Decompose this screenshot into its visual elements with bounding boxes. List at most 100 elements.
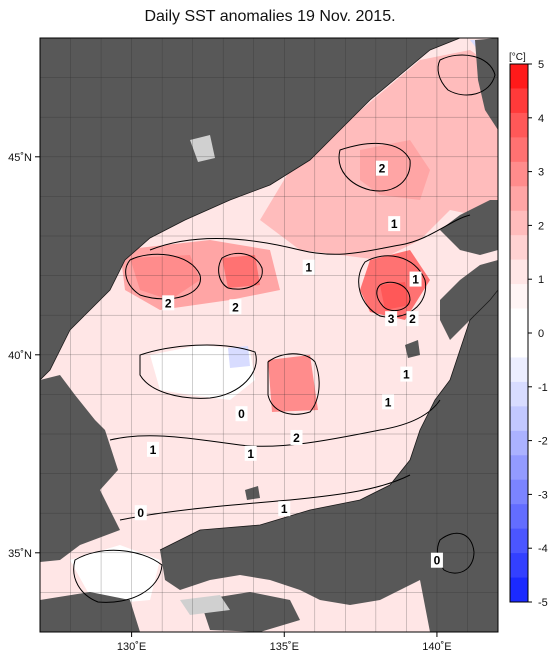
contour-label: 1 [391,217,398,231]
land-tohoku [440,260,498,340]
contour-line-9 [109,399,441,447]
colorbar-units: [°C] [509,52,526,63]
colorbar-cell [510,112,528,138]
contour-label: 3 [388,312,395,326]
contour-label-bg [400,366,413,382]
colorbar-ticks: 5 4 3 2 1 0 -1 -2 -3 -4 -5 [528,59,548,609]
contour-label-bg [290,429,303,445]
land-oki-islands [245,486,260,500]
contour-label-bg [146,441,159,457]
colorbar-cell [510,259,528,285]
colorbar-tick-label: -2 [538,436,548,448]
axis-labels: 130˚E 135˚E 140˚E 45˚N 40˚N 35˚N [8,152,451,653]
contour-label-bg [162,295,175,311]
contour-line-8 [338,142,411,192]
plot-frame [39,37,499,633]
contour-line-6 [267,353,320,415]
colorbar-cell [510,430,528,456]
colorbar-cell [510,235,528,261]
contour-label-bg [409,271,422,287]
colorbar-cell [510,64,528,89]
land-asia-mainland [40,38,460,380]
land-sado-island [405,340,420,358]
colorbar-cell [510,333,528,358]
colorbar-tick-label: 4 [538,113,544,125]
anomaly-zone-warm-central [268,355,318,412]
colorbar-cell [510,406,528,432]
colorbar-cell [510,381,528,407]
contour-label: 1 [403,368,410,382]
colorbar-cell [510,528,528,554]
anomaly-zone-cool-south-west [70,545,160,605]
colorbar-tick-label: -1 [538,382,548,394]
colorbar-tick-label: 3 [538,167,544,179]
map-title: Daily SST anomalies 19 Nov. 2015. [144,8,396,25]
colorbar: [°C] 5 4 3 2 1 0 -1 -2 -3 -4 -5 [509,52,548,609]
contour-label: 1 [247,447,254,461]
contour-label-bg [229,299,242,315]
lon-tick-label: 135˚E [270,641,299,653]
contour-label-bg [134,505,147,521]
contour-label: 2 [293,431,300,445]
contour-line-3 [218,252,263,290]
contour-line-4 [358,255,427,318]
contour-line-2 [125,253,201,300]
contour-label: 2 [232,300,239,314]
contour-label: 1 [412,273,419,287]
lat-tick-label: 35˚N [8,548,32,560]
contour-label-bg [406,311,419,327]
land-light-area [180,595,230,615]
contour-line-1 [149,214,471,255]
land-shikoku [200,592,300,632]
anomaly-zone-warm-east [360,140,430,200]
lon-tick-label: 130˚E [117,641,146,653]
contour-label: 0 [238,407,245,421]
colorbar-cell [510,308,528,334]
land-hokkaido [440,200,498,255]
contour-label: 2 [379,162,386,176]
land-honshu-south [160,290,498,632]
contour-label: 2 [165,296,172,310]
anomaly-zone-cool-central [150,345,255,400]
colorbar-cell [510,186,528,212]
contour-line-7 [139,344,257,399]
colorbar-cell [510,455,528,481]
contour-line-10 [119,474,411,521]
colorbar-tick-label: 5 [538,59,544,71]
contour-label-bg [302,259,315,275]
colorbar-tick-label: 1 [538,274,544,286]
colorbar-cells [510,64,528,603]
land-sakhalin [475,38,498,130]
contour-label: 2 [409,312,416,326]
colorbar-tick-label: -4 [538,543,548,555]
lat-tick-label: 45˚N [8,152,32,164]
contour-line-11 [73,549,163,603]
anomaly-zone-warm-core-west [130,255,200,300]
lon-tick-label: 140˚E [422,641,451,653]
contour-label: 1 [385,395,392,409]
colorbar-cell [510,210,528,236]
contour-label-bg [385,311,398,327]
contour-label: 0 [137,506,144,520]
colorbar-cell [510,137,528,163]
coastlines [40,38,498,551]
colorbar-cell [510,88,528,114]
contour-label-bg [430,552,443,568]
contour-line-5 [376,281,411,312]
contour-label-bg [244,445,257,461]
contour-label: 1 [150,443,157,457]
contour-label-bg [235,406,248,422]
colorbar-tick-label: -5 [538,597,548,609]
colorbar-cell [510,553,528,579]
contour-label: 1 [281,502,288,516]
colorbar-cell [510,284,528,310]
contour-label: 0 [434,554,441,568]
colorbar-tick-label: -3 [538,489,548,501]
colorbar-cell [510,504,528,530]
contour-label: 1 [305,261,312,275]
colorbar-cell [510,161,528,187]
colorbar-cell [510,479,528,505]
colorbar-cell [510,577,528,603]
contour-line-13 [437,54,496,96]
